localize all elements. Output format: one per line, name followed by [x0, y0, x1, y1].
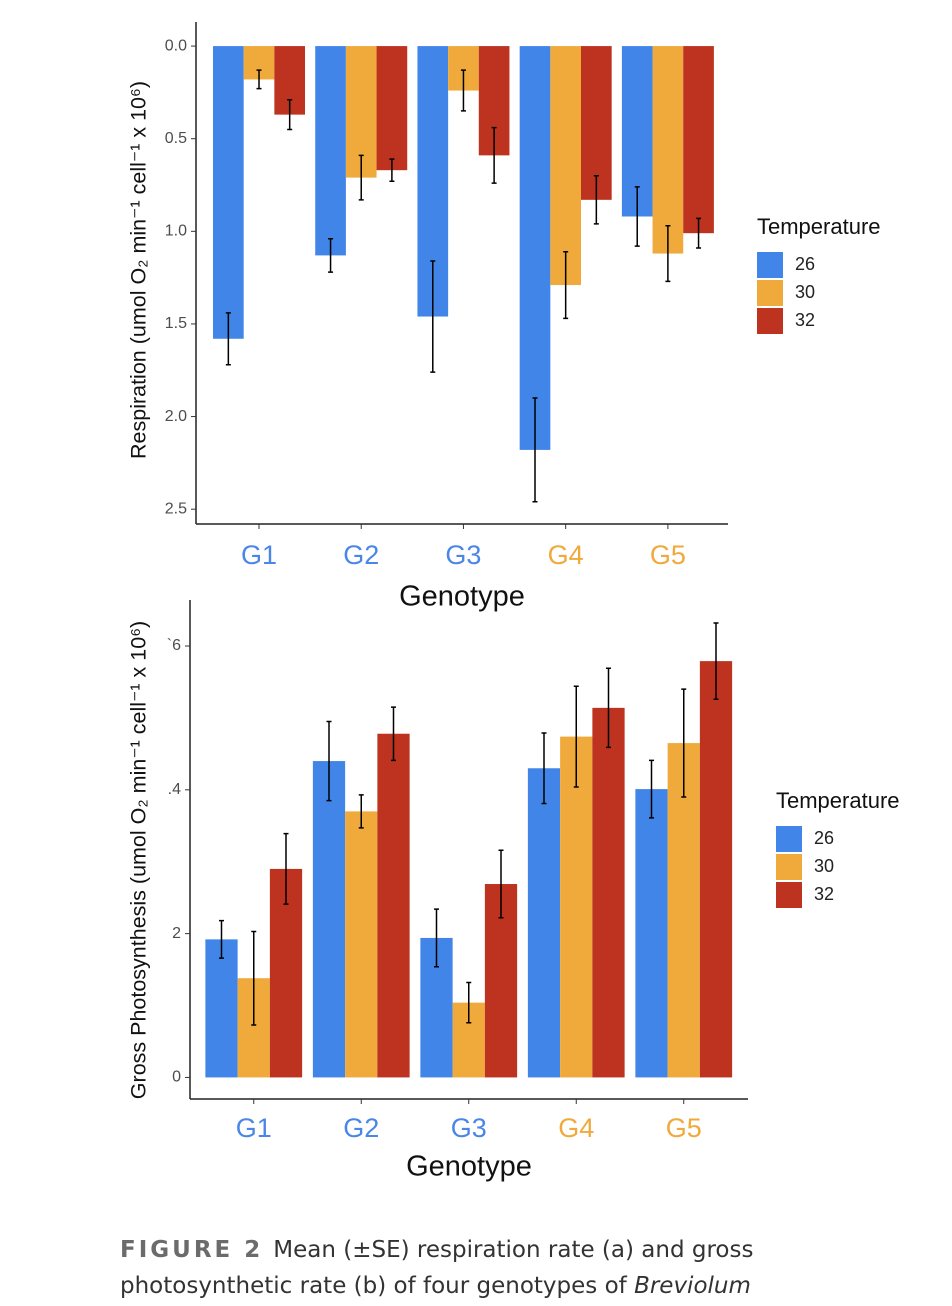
x-tick-label: G5 [666, 1113, 702, 1143]
caption: FIGURE 2 Mean (±SE) respiration rate (a) … [120, 1232, 820, 1304]
error-bar [541, 732, 547, 805]
error-bar [696, 217, 702, 249]
error-bar [225, 312, 231, 366]
legend-key [776, 854, 802, 880]
legend-key [757, 308, 783, 334]
error-bar [219, 919, 224, 959]
legend-label: 30 [795, 282, 815, 302]
x-axis-title: Genotype [399, 581, 525, 613]
y-tick-label: 0.5 [165, 130, 187, 147]
error-bar [256, 69, 262, 90]
error-bar [532, 397, 538, 503]
bar [345, 811, 378, 1078]
error-bar [391, 706, 396, 762]
legend-label: 26 [795, 254, 815, 274]
x-tick-label: G1 [241, 540, 277, 570]
error-bar [665, 225, 671, 283]
y-axis-title: Gross Photosynthesis (umol O₂ min⁻¹ cell… [127, 621, 151, 1099]
y-tick-label: 0 [172, 1069, 181, 1086]
legend-label: 30 [814, 856, 834, 876]
error-bar [328, 237, 334, 273]
caption-italic: Breviolum [634, 1273, 751, 1299]
x-tick-label: G3 [451, 1113, 487, 1143]
error-bar [434, 908, 439, 968]
y-tick-label: 2.5 [165, 500, 187, 517]
figure: 0.0 0.5 1.0 1.5 2.0 2.5 G1 G2 G3 G4 G5 Genotype Resp… [127, 22, 900, 1183]
caption-label: FIGURE 2 [120, 1237, 264, 1263]
error-bar [681, 688, 687, 798]
error-bar [460, 69, 466, 112]
x-tick-label: G5 [650, 540, 686, 570]
error-bar [498, 849, 504, 919]
error-bar [563, 250, 569, 320]
x-tick-label: G1 [236, 1113, 272, 1143]
legend-key [757, 252, 783, 278]
y-tick-label: 1.0 [165, 223, 187, 240]
error-bar [649, 759, 654, 819]
y-tick-label: `6 [167, 637, 181, 654]
legend-key [757, 280, 783, 306]
y-tick-label: 0.0 [165, 37, 187, 54]
bar [635, 789, 668, 1078]
legend-title: Temperature [757, 214, 881, 239]
x-tick-label: G4 [558, 1113, 594, 1143]
error-bar [466, 981, 472, 1024]
error-bar [713, 622, 719, 700]
x-tick-label: G4 [548, 540, 584, 570]
error-bar [389, 158, 395, 183]
bar [377, 733, 410, 1078]
bar [205, 939, 238, 1078]
bar [699, 661, 733, 1078]
legend-label: 26 [814, 828, 834, 848]
error-bar [593, 174, 599, 225]
caption-text: Mean (±SE) respiration rate (a) and gros… [120, 1237, 754, 1299]
bar [376, 46, 408, 171]
legend-title: Temperature [776, 788, 900, 813]
x-axis-title: Genotype [406, 1151, 532, 1183]
legend-label: 32 [814, 884, 834, 904]
error-bar [573, 685, 579, 788]
bar [652, 46, 684, 254]
error-bar [430, 260, 436, 373]
bar [519, 46, 551, 450]
bar [315, 46, 346, 256]
x-tick-label: G2 [343, 1113, 379, 1143]
error-bar [634, 186, 640, 247]
bar [312, 761, 346, 1078]
x-tick-label: G2 [343, 540, 379, 570]
bar [560, 736, 593, 1078]
bar [527, 768, 561, 1078]
legend-key [776, 882, 802, 908]
y-tick-label: 2 [172, 925, 181, 942]
x-tick-label: G3 [445, 540, 481, 570]
y-tick-label: 1.5 [165, 315, 187, 332]
legend-label: 32 [795, 310, 815, 330]
bar [550, 46, 582, 286]
error-bar [491, 126, 497, 184]
y-tick-label: 2.0 [165, 408, 187, 425]
error-bar [606, 667, 611, 749]
bar [683, 46, 714, 234]
error-bar [251, 930, 257, 1026]
bar [667, 743, 700, 1078]
error-bar [326, 720, 332, 802]
error-bar [358, 154, 364, 201]
error-bar [287, 99, 293, 131]
bar [592, 707, 625, 1078]
legend-key [776, 826, 802, 852]
bar [213, 46, 244, 339]
y-axis-title: Respiration (umol O₂ min⁻¹ cell⁻¹ x 10⁶) [127, 81, 151, 459]
bar [581, 46, 612, 200]
error-bar [358, 794, 364, 829]
error-bar [283, 832, 289, 905]
y-tick-label: .4 [168, 781, 181, 798]
